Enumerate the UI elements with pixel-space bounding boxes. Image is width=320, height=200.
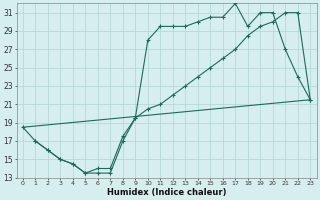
X-axis label: Humidex (Indice chaleur): Humidex (Indice chaleur) <box>107 188 226 197</box>
